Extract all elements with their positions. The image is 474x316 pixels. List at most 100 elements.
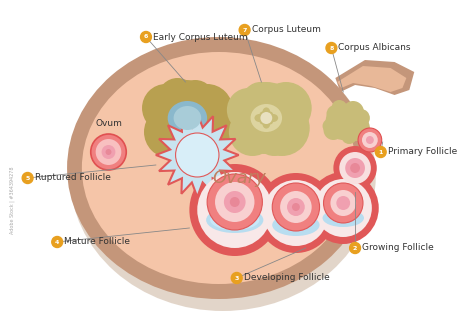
Circle shape [91,134,126,170]
Circle shape [344,115,370,141]
Ellipse shape [268,114,278,122]
Ellipse shape [251,104,282,132]
Circle shape [331,100,347,116]
Circle shape [215,182,255,222]
Circle shape [272,183,319,231]
Circle shape [345,158,365,178]
Ellipse shape [272,214,319,236]
Circle shape [339,152,371,184]
Text: Mature Follicle: Mature Follicle [64,238,130,246]
Circle shape [350,242,361,253]
Ellipse shape [263,118,270,129]
Circle shape [356,123,370,137]
Circle shape [207,174,263,230]
Circle shape [256,173,336,253]
Circle shape [101,145,115,159]
Circle shape [260,82,312,134]
Polygon shape [336,60,414,95]
Text: Growing Follicle: Growing Follicle [362,244,434,252]
Circle shape [362,132,378,148]
Circle shape [231,272,242,283]
Circle shape [227,88,270,132]
Circle shape [333,146,377,190]
Text: Adobe Stock | #364394278: Adobe Stock | #364394278 [9,166,15,234]
Circle shape [324,120,343,140]
Text: 8: 8 [329,46,334,51]
Circle shape [274,106,306,138]
Circle shape [260,112,272,124]
Circle shape [243,82,278,118]
Ellipse shape [255,114,264,122]
Circle shape [330,190,356,216]
Ellipse shape [263,107,270,118]
Circle shape [342,101,364,123]
Circle shape [326,104,361,140]
Circle shape [22,173,33,184]
Text: Ovum: Ovum [95,119,122,128]
Circle shape [191,106,227,142]
Circle shape [158,78,197,118]
Text: 1: 1 [379,149,383,155]
Ellipse shape [259,112,268,120]
Circle shape [375,147,386,157]
Ellipse shape [259,115,268,125]
Polygon shape [156,113,239,197]
Text: 7: 7 [242,27,247,33]
Circle shape [255,116,294,156]
Circle shape [148,80,223,156]
Circle shape [239,25,250,35]
Text: Developing Follicle: Developing Follicle [244,274,329,283]
Text: Ovary: Ovary [212,169,265,187]
Circle shape [324,183,363,223]
Circle shape [326,42,337,53]
Circle shape [52,236,63,247]
Circle shape [292,203,300,211]
Ellipse shape [67,37,371,299]
Ellipse shape [210,210,259,230]
Ellipse shape [70,41,376,311]
Text: Corpus Luteum: Corpus Luteum [252,26,320,34]
Circle shape [327,105,344,123]
Circle shape [197,172,272,248]
Circle shape [142,84,190,132]
Circle shape [224,191,246,213]
Circle shape [106,149,111,155]
Text: 6: 6 [144,34,148,40]
Circle shape [366,136,374,144]
Circle shape [264,180,328,246]
Text: Primary Follicle: Primary Follicle [388,148,457,156]
Polygon shape [337,66,406,92]
Circle shape [350,163,360,173]
Circle shape [352,109,370,127]
Text: Ruptured Follicle: Ruptured Follicle [35,173,110,183]
Circle shape [175,80,215,120]
Circle shape [308,172,379,244]
Circle shape [341,128,357,144]
Circle shape [230,197,240,207]
Circle shape [173,100,233,160]
Circle shape [358,128,382,152]
Text: 2: 2 [353,246,357,251]
Circle shape [229,108,276,156]
Text: Corpus Albicans: Corpus Albicans [338,44,411,52]
Text: 5: 5 [26,175,30,180]
Circle shape [315,179,372,237]
Ellipse shape [322,209,364,227]
Ellipse shape [264,115,273,125]
Circle shape [190,164,280,256]
Ellipse shape [168,101,207,135]
Ellipse shape [264,112,273,120]
Text: Early Corpus Luteum: Early Corpus Luteum [153,33,247,41]
Text: 3: 3 [235,276,239,281]
Text: 4: 4 [55,240,59,245]
Ellipse shape [82,52,356,284]
Ellipse shape [206,207,264,233]
Circle shape [287,198,305,216]
Circle shape [96,139,121,165]
Circle shape [231,82,302,154]
Circle shape [175,133,219,177]
Circle shape [144,106,195,158]
Circle shape [255,100,310,156]
Circle shape [182,84,233,136]
Circle shape [280,191,312,223]
